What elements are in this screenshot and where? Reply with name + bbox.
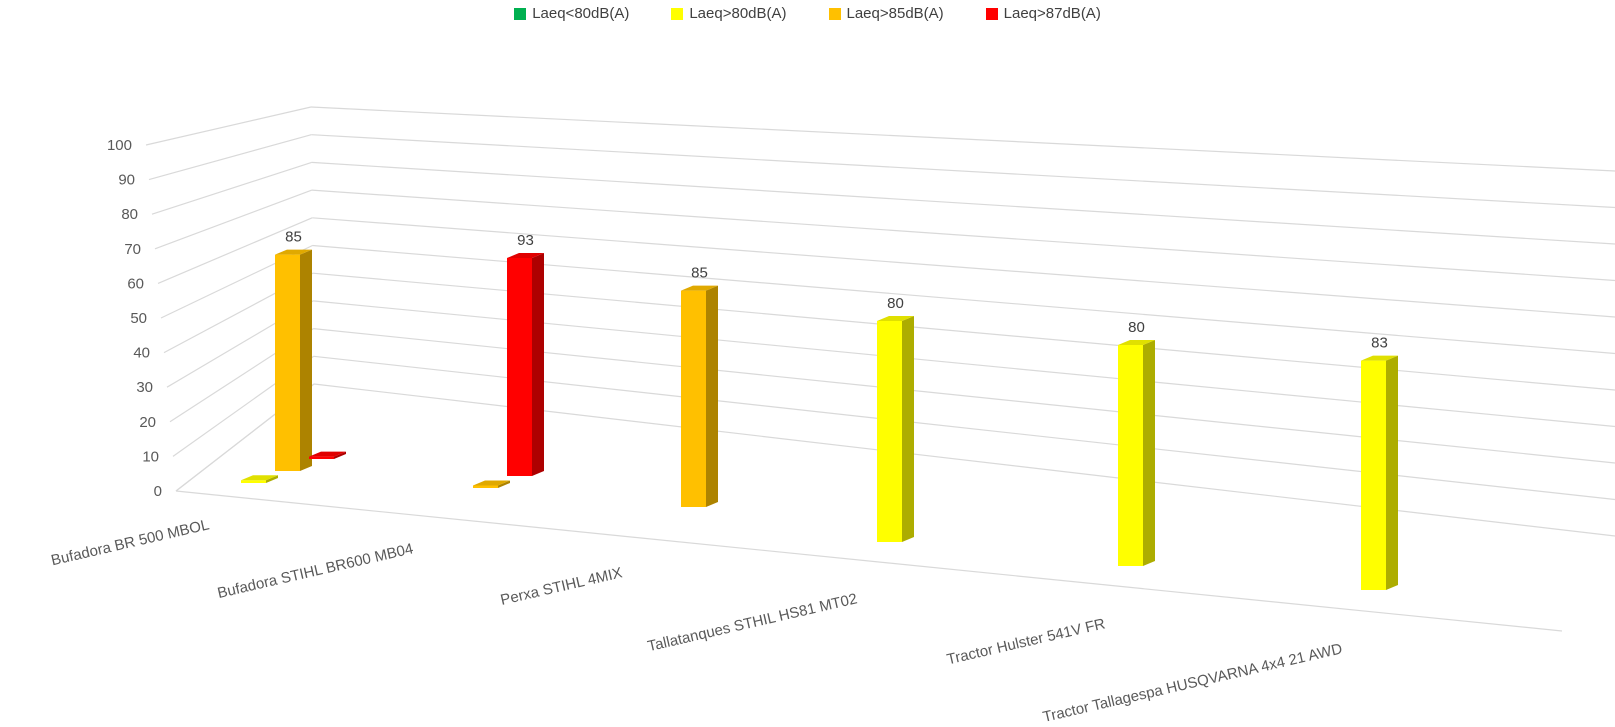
gridline: [312, 217, 1615, 318]
bar-face: [309, 456, 334, 459]
bar-face: [498, 480, 510, 488]
bar: [275, 249, 312, 471]
legend-item: Laeq<80dB(A): [514, 5, 629, 22]
bar: [681, 285, 718, 507]
bar-face: [309, 451, 346, 457]
floor-edge: [175, 490, 1563, 632]
bar-face: [275, 254, 300, 471]
legend-item: Laeq>80dB(A): [671, 5, 787, 22]
bar-face: [1361, 355, 1398, 361]
gridline: [154, 189, 313, 250]
bar: [1361, 355, 1398, 590]
bar-face: [1143, 339, 1155, 566]
gridline: [148, 134, 312, 181]
category-label: Perxa STIHL 4MIX: [499, 564, 624, 609]
y-tick-label: 50: [130, 310, 147, 327]
data-label: 85: [691, 265, 708, 282]
gridline: [311, 134, 1615, 209]
bar-face: [507, 252, 544, 258]
data-label: 80: [887, 295, 904, 312]
bar-face: [1361, 360, 1386, 590]
y-tick-label: 80: [121, 206, 138, 223]
gridline: [151, 161, 312, 215]
legend-label: Laeq>85dB(A): [846, 5, 944, 22]
bar: [241, 475, 278, 483]
legend-label: Laeq>87dB(A): [1003, 5, 1101, 22]
bar-face: [877, 320, 902, 542]
gridline: [157, 217, 313, 284]
category-label: Bufadora BR 500 MBOL: [49, 516, 210, 569]
bar-face: [241, 475, 278, 481]
gridline: [311, 189, 1615, 282]
data-label: 93: [517, 232, 534, 249]
bar-face: [266, 475, 278, 483]
bar: [473, 480, 510, 488]
y-tick-label: 20: [139, 414, 156, 431]
bar-face: [473, 480, 510, 486]
legend-swatch: [514, 7, 527, 20]
gridline: [311, 161, 1615, 245]
data-label: 83: [1371, 335, 1388, 352]
bar-face: [877, 315, 914, 321]
bar-face: [300, 249, 312, 471]
legend-label: Laeq>80dB(A): [689, 5, 787, 22]
bar-face: [1118, 344, 1143, 566]
y-tick-label: 60: [127, 275, 144, 292]
bar-face: [1386, 355, 1398, 590]
bar-face: [532, 252, 544, 476]
bar: [1118, 339, 1155, 566]
bar-face: [241, 480, 266, 483]
legend-swatch: [828, 7, 841, 20]
bar-face: [902, 315, 914, 542]
category-label: Tallatanques STHIL HS81 MT02: [646, 590, 859, 655]
category-label: Tractor Hulster 541V FR: [945, 615, 1107, 668]
y-tick-label: 70: [124, 241, 141, 258]
legend-item: Laeq>85dB(A): [828, 5, 944, 22]
bar-face: [507, 257, 532, 476]
y-tick-label: 100: [107, 137, 132, 154]
legend-label: Laeq<80dB(A): [532, 5, 630, 22]
category-label: Bufadora STIHL BR600 MB04: [216, 540, 415, 602]
legend-swatch: [985, 7, 998, 20]
bar: [309, 451, 346, 459]
legend-item: Laeq>87dB(A): [985, 5, 1101, 22]
bar-face: [334, 451, 346, 459]
bar-face: [473, 485, 498, 488]
data-label: 85: [285, 229, 302, 246]
bar: [877, 315, 914, 542]
bar-face: [681, 290, 706, 507]
bar-face: [1118, 339, 1155, 345]
y-tick-label: 90: [118, 172, 135, 189]
gridline: [310, 106, 1615, 172]
legend: Laeq<80dB(A) Laeq>80dB(A) Laeq>85dB(A) Laeq…: [0, 5, 1615, 22]
bar-face: [275, 249, 312, 255]
gridline: [145, 106, 312, 146]
bar-face: [681, 285, 718, 291]
category-label: Tractor Tallagespa HUSQVARNA 4x4 21 AWD: [1041, 640, 1344, 726]
bar-face: [706, 285, 718, 507]
data-label: 80: [1128, 319, 1145, 336]
legend-swatch: [671, 7, 684, 20]
y-tick-label: 40: [133, 345, 150, 362]
bar: [507, 252, 544, 476]
y-tick-label: 10: [142, 448, 159, 465]
y-tick-label: 30: [136, 379, 153, 396]
y-tick-label: 0: [154, 483, 162, 500]
